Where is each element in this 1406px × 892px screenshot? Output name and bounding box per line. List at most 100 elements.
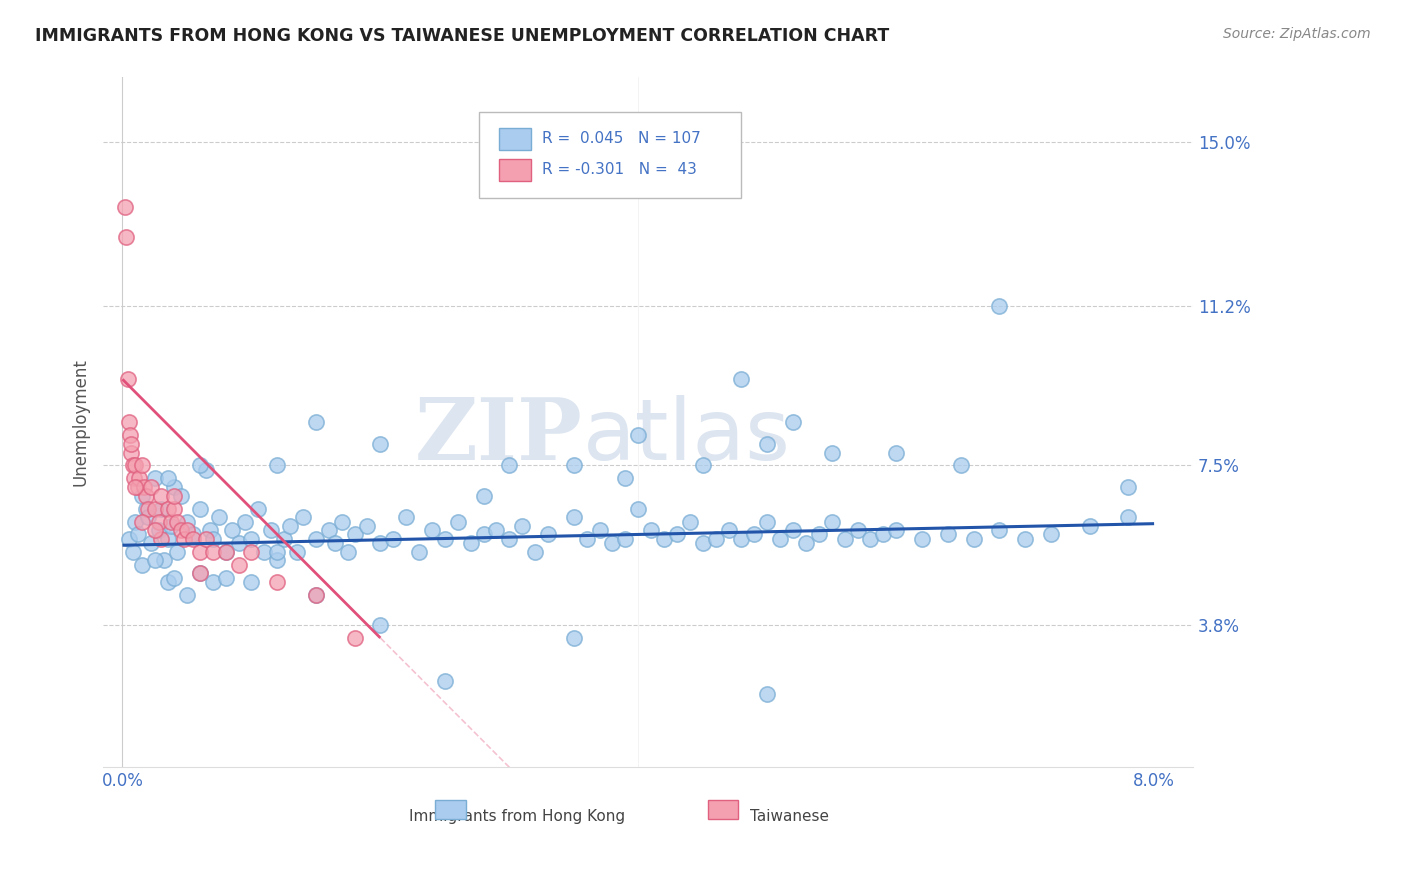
- Point: [228, 558, 250, 572]
- Point: [134, 480, 156, 494]
- Point: [195, 463, 218, 477]
- Point: [228, 536, 250, 550]
- Point: [704, 532, 727, 546]
- Point: [305, 588, 328, 602]
- Point: [173, 532, 195, 546]
- Point: [433, 673, 456, 688]
- Point: [562, 510, 585, 524]
- Point: [640, 523, 662, 537]
- Point: [370, 618, 392, 632]
- Point: [163, 570, 186, 584]
- Point: [136, 510, 159, 524]
- Point: [121, 544, 143, 558]
- Text: IMMIGRANTS FROM HONG KONG VS TAIWANESE UNEMPLOYMENT CORRELATION CHART: IMMIGRANTS FROM HONG KONG VS TAIWANESE U…: [35, 27, 890, 45]
- Point: [330, 515, 353, 529]
- Point: [382, 532, 405, 546]
- Point: [150, 532, 173, 546]
- Point: [118, 415, 141, 429]
- Point: [139, 536, 162, 550]
- Point: [1039, 527, 1062, 541]
- Point: [285, 544, 308, 558]
- Point: [472, 527, 495, 541]
- Point: [872, 527, 894, 541]
- Point: [127, 527, 149, 541]
- FancyBboxPatch shape: [499, 128, 531, 150]
- Point: [834, 532, 856, 546]
- Point: [962, 532, 984, 546]
- Point: [692, 536, 714, 550]
- FancyBboxPatch shape: [479, 112, 741, 198]
- Point: [266, 544, 288, 558]
- Point: [370, 437, 392, 451]
- Point: [266, 553, 288, 567]
- Point: [143, 523, 166, 537]
- Point: [156, 501, 179, 516]
- Point: [266, 574, 288, 589]
- Point: [143, 471, 166, 485]
- Y-axis label: Unemployment: Unemployment: [72, 359, 89, 486]
- Point: [510, 518, 533, 533]
- Point: [124, 515, 146, 529]
- Text: Taiwanese: Taiwanese: [751, 809, 830, 823]
- Point: [214, 570, 236, 584]
- Text: Source: ZipAtlas.com: Source: ZipAtlas.com: [1223, 27, 1371, 41]
- Point: [278, 518, 301, 533]
- Text: ZIP: ZIP: [415, 394, 582, 478]
- Point: [201, 544, 224, 558]
- Point: [292, 510, 315, 524]
- Point: [131, 489, 153, 503]
- Point: [498, 532, 520, 546]
- Point: [1116, 510, 1139, 524]
- Point: [744, 527, 766, 541]
- Point: [846, 523, 869, 537]
- Point: [195, 532, 218, 546]
- Point: [115, 230, 138, 244]
- Point: [135, 501, 157, 516]
- Point: [156, 532, 179, 546]
- Point: [143, 501, 166, 516]
- Point: [936, 527, 959, 541]
- Point: [156, 471, 179, 485]
- Point: [730, 372, 752, 386]
- Point: [188, 566, 211, 581]
- Point: [717, 523, 740, 537]
- Point: [356, 518, 378, 533]
- Point: [614, 471, 637, 485]
- Point: [395, 510, 418, 524]
- Point: [183, 527, 205, 541]
- Point: [756, 687, 779, 701]
- Point: [156, 574, 179, 589]
- Point: [150, 501, 173, 516]
- Point: [121, 437, 143, 451]
- Point: [343, 631, 366, 645]
- Point: [240, 574, 263, 589]
- Point: [460, 536, 482, 550]
- Point: [127, 480, 149, 494]
- Point: [124, 458, 146, 473]
- Point: [118, 532, 141, 546]
- Point: [198, 523, 221, 537]
- Point: [131, 558, 153, 572]
- Point: [122, 471, 145, 485]
- Point: [135, 489, 157, 503]
- Point: [273, 532, 295, 546]
- Point: [627, 501, 650, 516]
- Point: [201, 574, 224, 589]
- Point: [148, 523, 170, 537]
- Point: [782, 415, 804, 429]
- Point: [562, 631, 585, 645]
- Point: [201, 532, 224, 546]
- Point: [150, 489, 173, 503]
- Point: [433, 532, 456, 546]
- Point: [233, 515, 256, 529]
- Point: [472, 489, 495, 503]
- Point: [121, 445, 143, 459]
- Point: [163, 480, 186, 494]
- Point: [166, 544, 188, 558]
- Point: [124, 480, 146, 494]
- Point: [821, 445, 844, 459]
- Point: [652, 532, 675, 546]
- Point: [260, 523, 283, 537]
- Point: [121, 458, 143, 473]
- Point: [794, 536, 817, 550]
